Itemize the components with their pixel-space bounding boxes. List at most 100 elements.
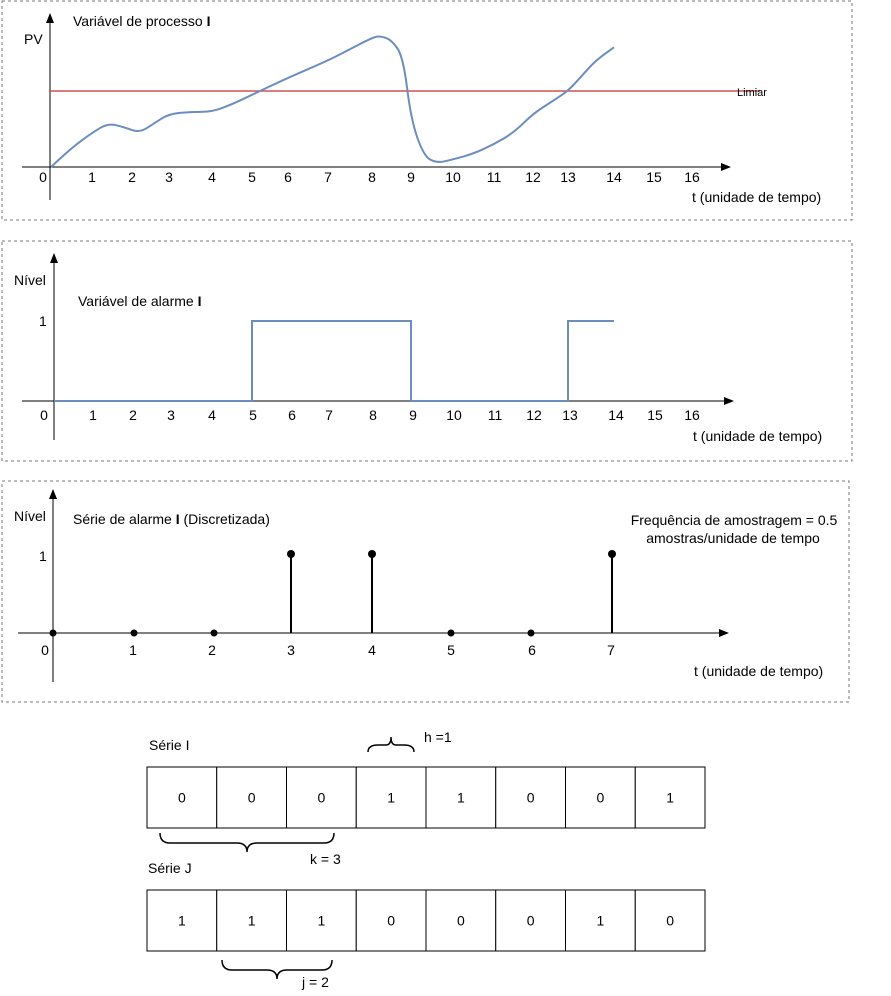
alarm-variable-curve	[54, 320, 614, 402]
panel-3-title: Série de alarme I (Discretizada)	[73, 511, 270, 527]
panel-3-tick-label: 5	[447, 642, 455, 658]
series-cell-value: 0	[248, 790, 256, 806]
k-label: k = 3	[310, 851, 341, 867]
panel-discretized-series: Nível Série de alarme I (Discretizada) F…	[1, 480, 850, 703]
panel-2-tick-label: 12	[526, 407, 542, 423]
threshold-label: Limiar	[737, 87, 767, 99]
series-cell-value: 0	[666, 913, 674, 929]
series-cell	[286, 889, 357, 952]
panel-1-tick-label: 3	[165, 169, 173, 185]
panel-1-tick-label: 14	[606, 169, 622, 185]
panel-1-tick-label: 7	[324, 169, 332, 185]
j-brace	[221, 959, 333, 980]
panel-3-tick-label: 6	[528, 642, 536, 658]
series-cell-value: 1	[248, 913, 256, 929]
panel-2-tick-label: 2	[129, 407, 137, 423]
series-i-row: 0 0 0 1 1 0 0 1	[146, 766, 706, 829]
j-label: j = 2	[301, 974, 329, 990]
panel-2-tick-label: 1	[89, 407, 97, 423]
sample-point-low	[210, 629, 218, 637]
sample-point-high	[368, 550, 376, 558]
panel-2-tick-label: 10	[446, 407, 462, 423]
panel-2-tick-label: 7	[325, 407, 333, 423]
series-j-row: 1 1 1 0 0 0 1 0	[146, 889, 706, 952]
series-cell	[216, 889, 287, 952]
sample-point-high	[608, 550, 616, 558]
panel-3-tick-labels: 0 1 2 3 4 5 6 7	[41, 642, 615, 658]
sample-point-low	[130, 629, 138, 637]
panel-1-tick-label: 6	[284, 169, 292, 185]
series-cell	[146, 889, 218, 952]
panel-1-tick-label: 5	[248, 169, 256, 185]
panel-1-tick-label: 15	[646, 169, 662, 185]
series-cell	[425, 766, 497, 829]
series-cell-value: 0	[387, 913, 395, 929]
sample-point-high	[287, 550, 295, 558]
panel-3-tick-label: 7	[607, 642, 615, 658]
series-cell-value: 0	[457, 913, 465, 929]
panel-3-level-label: 1	[39, 548, 47, 564]
panel-2-tick-label: 9	[409, 407, 417, 423]
panel-1-tick-label: 4	[208, 169, 216, 185]
series-cell-value: 0	[596, 790, 604, 806]
series-cell	[355, 889, 427, 952]
panel-2-tick-label: 14	[608, 407, 624, 423]
panel-1-ylabel: PV	[24, 31, 43, 47]
panel-3-xlabel: t (unidade de tempo)	[694, 663, 823, 679]
panel-1-tick-label: 10	[445, 169, 461, 185]
process-variable-curve	[50, 35, 615, 168]
k-brace	[159, 832, 335, 853]
series-j-block: Série J 1 1 1 0 0 0 1 0 j = 2	[146, 860, 706, 990]
series-cell-value: 0	[527, 790, 535, 806]
series-cell-value: 1	[317, 913, 325, 929]
series-cell	[216, 766, 287, 829]
series-j-label: Série J	[148, 860, 192, 876]
panel-2-tick-label: 11	[488, 407, 503, 423]
series-cell	[495, 889, 566, 952]
panel-1-tick-label: 0	[39, 169, 47, 185]
panel-2-tick-labels: 0 1 2 3 4 5 6 7 8 9 10 11 12 13 14 15 16	[40, 407, 700, 423]
series-cell-value: 0	[527, 913, 535, 929]
series-i-label: Série I	[149, 737, 189, 753]
h-brace	[367, 736, 415, 753]
panel-2-tick-label: 4	[208, 407, 216, 423]
series-cell-value: 1	[457, 790, 465, 806]
series-cell	[634, 766, 706, 829]
panel-1-title: Variável de processo I	[73, 13, 210, 29]
panel-2-tick-label: 6	[288, 407, 296, 423]
panel-1-tick-label: 1	[88, 169, 96, 185]
panel-3-tick-label: 3	[287, 642, 295, 658]
panel-1-tick-label: 16	[684, 169, 700, 185]
panel-3-tick-label: 0	[41, 642, 49, 658]
series-cell	[146, 766, 218, 829]
panel-3-ylabel: Nível	[14, 508, 46, 524]
panel-2-tick-label: 5	[249, 407, 257, 423]
sample-point-low	[49, 629, 57, 637]
sampling-frequency-line-1: Frequência de amostragem = 0.5	[631, 512, 838, 528]
panel-1-tick-labels: 0 1 2 3 4 5 6 7 8 9 10 11 12 13 14 15 16	[39, 169, 700, 185]
panel-2-ylabel: Nível	[14, 272, 46, 288]
panel-1-tick-label: 12	[525, 169, 541, 185]
panel-3-tick-label: 2	[208, 642, 216, 658]
sample-point-low	[447, 629, 455, 637]
series-cell	[565, 889, 636, 952]
series-cell	[495, 766, 566, 829]
sampling-frequency-line-2: amostras/unidade de tempo	[646, 530, 820, 546]
series-cell-value: 0	[317, 790, 325, 806]
series-cell-value: 1	[387, 790, 395, 806]
panel-2-tick-label: 8	[369, 407, 377, 423]
panel-1-frame	[1, 0, 853, 221]
series-cell-value: 0	[178, 790, 186, 806]
series-cell	[565, 766, 636, 829]
panel-2-tick-label: 0	[40, 407, 48, 423]
panel-2-xlabel: t (unidade de tempo)	[693, 428, 822, 444]
panel-2-tick-label: 3	[167, 407, 175, 423]
panel-3-tick-label: 4	[368, 642, 376, 658]
panel-2-tick-label: 15	[647, 407, 663, 423]
h-label: h =1	[424, 729, 452, 745]
series-cell	[355, 766, 427, 829]
series-cell-value: 1	[596, 913, 604, 929]
panel-2-frame	[1, 240, 853, 462]
